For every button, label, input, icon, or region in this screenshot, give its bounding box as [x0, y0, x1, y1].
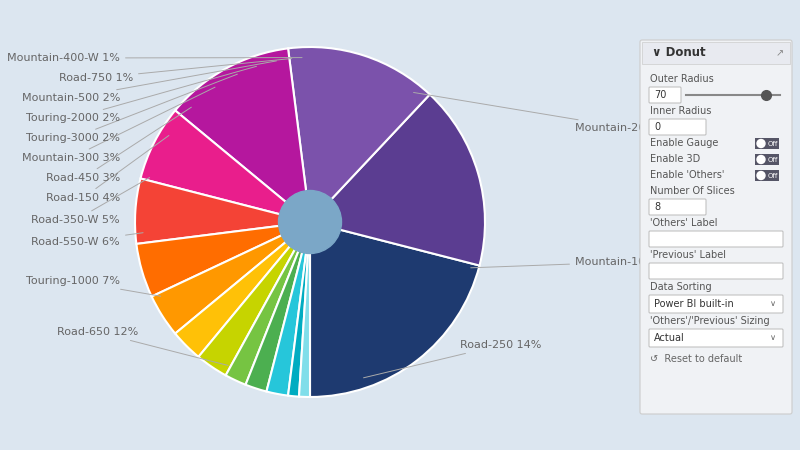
Circle shape	[757, 171, 765, 180]
FancyBboxPatch shape	[755, 170, 779, 181]
Text: 'Previous' Label: 'Previous' Label	[650, 250, 726, 260]
Text: Power BI built-in: Power BI built-in	[654, 299, 734, 309]
Wedge shape	[310, 222, 479, 397]
Circle shape	[278, 190, 342, 253]
Text: ↗: ↗	[776, 48, 784, 58]
Text: Mountain-400-W 1%: Mountain-400-W 1%	[7, 53, 302, 63]
Text: Road-750 1%: Road-750 1%	[58, 58, 292, 83]
FancyBboxPatch shape	[649, 231, 783, 247]
Wedge shape	[135, 179, 310, 244]
Wedge shape	[175, 49, 310, 222]
Circle shape	[757, 140, 765, 148]
Wedge shape	[299, 222, 310, 397]
Text: Touring-1000 7%: Touring-1000 7%	[26, 276, 161, 296]
Text: Number Of Slices: Number Of Slices	[650, 186, 734, 196]
FancyBboxPatch shape	[642, 42, 790, 64]
Text: Off: Off	[768, 140, 778, 147]
Text: Off: Off	[768, 157, 778, 162]
Wedge shape	[310, 94, 485, 266]
Circle shape	[757, 156, 765, 163]
FancyBboxPatch shape	[649, 329, 783, 347]
Text: ↺  Reset to default: ↺ Reset to default	[650, 354, 742, 364]
Wedge shape	[141, 110, 310, 222]
Text: Road-550-W 6%: Road-550-W 6%	[31, 233, 143, 247]
Text: Actual: Actual	[654, 333, 685, 343]
Text: Mountain-300 3%: Mountain-300 3%	[22, 87, 215, 163]
FancyBboxPatch shape	[649, 199, 706, 215]
Text: 0: 0	[654, 122, 660, 132]
FancyBboxPatch shape	[755, 154, 779, 165]
FancyBboxPatch shape	[649, 119, 706, 135]
Text: Mountain-100 17%: Mountain-100 17%	[470, 257, 680, 268]
Text: Enable Gauge: Enable Gauge	[650, 138, 718, 148]
Wedge shape	[198, 222, 310, 375]
Wedge shape	[288, 47, 430, 222]
Text: Road-350-W 5%: Road-350-W 5%	[31, 177, 150, 225]
Wedge shape	[288, 222, 310, 396]
Text: Mountain-200 21%: Mountain-200 21%	[414, 92, 681, 133]
Text: ∨: ∨	[770, 300, 776, 309]
Wedge shape	[266, 222, 310, 396]
Text: Road-450 3%: Road-450 3%	[46, 107, 191, 183]
Text: Touring-2000 2%: Touring-2000 2%	[26, 66, 257, 123]
Text: 'Others'/'Previous' Sizing: 'Others'/'Previous' Sizing	[650, 316, 770, 326]
Wedge shape	[152, 222, 310, 333]
Wedge shape	[136, 222, 310, 297]
FancyBboxPatch shape	[649, 295, 783, 313]
Text: Enable 'Others': Enable 'Others'	[650, 170, 724, 180]
Text: Data Sorting: Data Sorting	[650, 282, 712, 292]
Wedge shape	[246, 222, 310, 392]
Text: ∨: ∨	[770, 333, 776, 342]
Text: Road-650 12%: Road-650 12%	[57, 327, 228, 365]
FancyBboxPatch shape	[640, 40, 792, 414]
Text: Inner Radius: Inner Radius	[650, 106, 711, 116]
FancyBboxPatch shape	[649, 87, 681, 103]
Text: Enable 3D: Enable 3D	[650, 154, 700, 164]
Wedge shape	[175, 222, 310, 357]
Text: Off: Off	[768, 172, 778, 179]
FancyBboxPatch shape	[755, 138, 779, 149]
Text: Touring-3000 2%: Touring-3000 2%	[26, 74, 238, 143]
FancyBboxPatch shape	[649, 263, 783, 279]
Text: Outer Radius: Outer Radius	[650, 74, 714, 84]
Text: 70: 70	[654, 90, 666, 100]
Text: 'Others' Label: 'Others' Label	[650, 218, 718, 228]
Text: Road-150 4%: Road-150 4%	[46, 135, 169, 203]
Text: 8: 8	[654, 202, 660, 212]
Text: Road-250 14%: Road-250 14%	[363, 340, 542, 378]
Text: Mountain-500 2%: Mountain-500 2%	[22, 61, 277, 103]
Wedge shape	[226, 222, 310, 385]
Text: ∨ Donut: ∨ Donut	[652, 46, 706, 59]
